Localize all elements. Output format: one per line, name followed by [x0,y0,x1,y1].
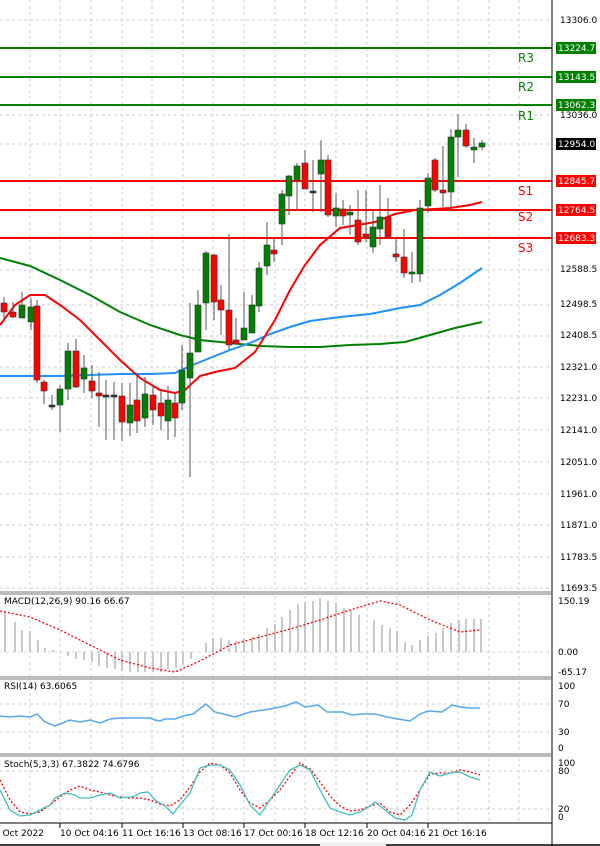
rsi-tick: 0 [558,744,564,754]
level-r2-price-tag: 13143.5 [558,73,595,83]
level-r3-price-tag: 13224.7 [558,44,595,54]
ma-medium-line [0,267,483,377]
price-tick: 11961.0 [560,490,597,500]
macd-title: MACD(12,26,9) 90.16 66.67 [4,597,130,607]
support-levels [0,180,552,239]
price-tick: 13036.0 [560,111,597,121]
time-label: 18 Oct 12:16 [305,829,364,839]
panel-separators[interactable] [0,591,552,757]
level-r1-label: R1 [518,109,534,123]
stoch-tick: 0 [558,813,564,823]
macd-panel[interactable]: MACD(12,26,9) 90.16 66.67 150.19 0.00 -6… [0,596,590,678]
price-tick: 12051.0 [560,458,597,468]
price-tick: 12588.5 [560,265,597,275]
price-tick: 12498.5 [560,300,597,310]
rsi-tick: 100 [558,682,575,692]
rsi-title: RSI(14) 63.6065 [4,682,77,692]
level-price-tags: 13224.7 13143.5 13062.3 12845.7 12764.5 … [556,42,596,244]
candlesticks [0,114,486,477]
level-r3-label: R3 [518,51,534,65]
level-s2-price-tag: 12764.5 [558,206,595,216]
price-tick: 11871.0 [560,521,597,531]
rsi-line [0,701,480,727]
bottom-scrollbar[interactable] [0,842,600,846]
price-tick: 12231.0 [560,394,597,404]
stoch-tick: 80 [558,767,570,777]
current-price-tag: 12954.0 [558,140,595,150]
level-s3-label: S3 [518,241,533,255]
main-grid [0,0,552,590]
macd-histogram [4,598,482,672]
price-tick: 11783.5 [560,553,597,563]
level-names: R3 R2 R1 S1 S2 S3 [518,51,534,255]
time-axis: 6 Oct 2022 10 Oct 04:16 11 Oct 16:16 13 … [0,823,487,839]
rsi-tick: 30 [558,728,570,738]
stoch-tick: 100 [558,759,575,769]
stoch-title: Stoch(5,3,3) 67.3822 74.6796 [4,760,140,770]
scrollbar-thumb[interactable] [320,842,386,846]
level-r1-price-tag: 13062.3 [558,101,595,111]
level-r2-label: R2 [518,80,534,94]
stoch-tick: 20 [558,805,570,815]
macd-tick: 150.19 [558,597,590,607]
price-tick: 11693.5 [560,584,597,594]
stoch-d-line [0,762,481,816]
time-label: 6 Oct 2022 [0,829,44,839]
price-tick: 12408.5 [560,331,597,341]
rsi-tick: 70 [558,700,570,710]
level-s2-label: S2 [518,210,533,224]
price-axis: 13306.0 13036.0 12588.5 12498.5 12408.5 … [560,16,597,594]
price-tick: 12321.0 [560,363,597,373]
time-label: 21 Oct 16:16 [428,829,487,839]
ma-fast-line [0,201,483,395]
price-tick: 13306.0 [560,16,597,26]
macd-signal-line [0,600,481,673]
stochastic-panel[interactable]: Stoch(5,3,3) 67.3822 74.6796 100 80 20 0 [0,758,575,823]
time-label: 11 Oct 16:16 [122,829,181,839]
stoch-k-line [0,764,481,821]
level-s3-price-tag: 12683.3 [558,234,595,244]
time-label: 17 Oct 00:16 [244,829,303,839]
resistance-levels [0,47,552,106]
macd-tick: 0.00 [558,648,578,658]
time-label: 13 Oct 08:16 [183,829,242,839]
rsi-panel[interactable]: RSI(14) 63.6065 100 70 30 0 [0,681,575,754]
level-s1-price-tag: 12845.7 [558,177,595,187]
time-label: 10 Oct 04:16 [60,829,119,839]
level-s1-label: S1 [518,184,533,198]
price-tick: 12141.0 [560,426,597,436]
time-label: 20 Oct 04:16 [367,829,426,839]
macd-tick: -65.17 [558,668,587,678]
